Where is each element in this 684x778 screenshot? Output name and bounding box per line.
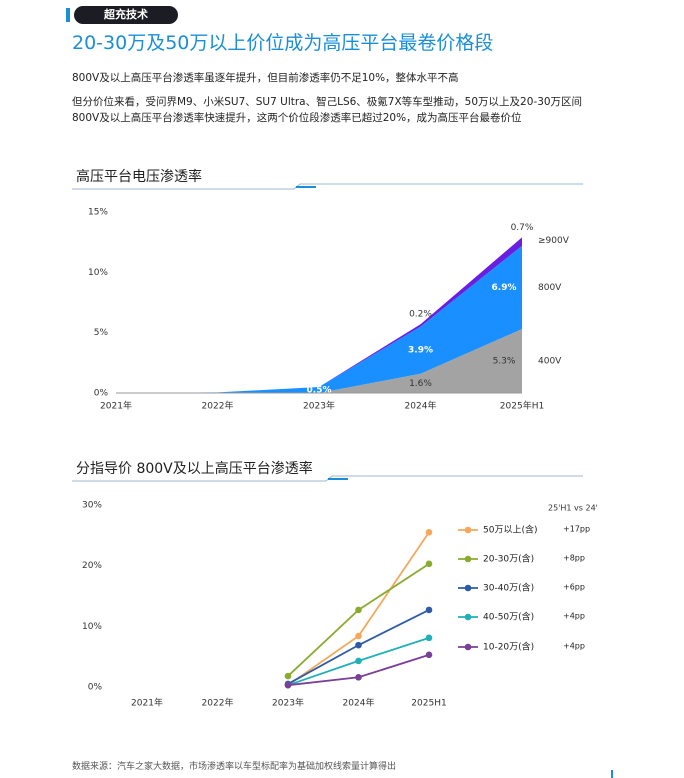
legend-label: 10-20万(含) (483, 641, 534, 653)
area (116, 245, 522, 393)
legend-marker (464, 643, 472, 651)
data-label: 6.9% (492, 283, 517, 293)
data-label: 0.2% (409, 310, 432, 320)
x-tick-label: 2022年 (202, 400, 234, 412)
x-tick-label: 2021年 (100, 400, 132, 412)
series-change: +4pp (563, 612, 585, 621)
legend-marker (464, 526, 472, 534)
series-change: +17pp (563, 525, 590, 534)
section-tag: 超充技术 (74, 6, 178, 24)
page-title: 20-30万及50万以上价位成为高压平台最卷价格段 (72, 32, 494, 54)
y-tick-label: 0% (94, 389, 109, 399)
data-point (425, 606, 433, 614)
legend-label: 30-40万(含) (483, 582, 534, 594)
series-label: 400V (538, 357, 562, 367)
tag-accent (66, 8, 70, 22)
legend-title: 25'H1 vs 24' (548, 504, 598, 513)
legend-marker (464, 584, 472, 592)
x-tick-label: 2024年 (405, 400, 437, 412)
legend-marker (464, 555, 472, 563)
series-change: +4pp (563, 642, 585, 651)
x-tick-label: 2023年 (272, 697, 304, 709)
legend-label: 20-30万(含) (483, 553, 534, 565)
y-tick-label: 10% (82, 622, 102, 632)
data-label: 5.3% (493, 357, 516, 367)
source-note: 数据来源：汽车之家大数据，市场渗透率以车型标配率为基础加权线索量计算得出 (72, 762, 397, 772)
data-point (355, 657, 362, 665)
data-point (355, 606, 362, 614)
y-tick-label: 30% (82, 501, 102, 511)
legend-label: 40-50万(含) (483, 611, 534, 623)
x-tick-label: 2022年 (202, 697, 234, 709)
area (116, 329, 522, 393)
y-tick-label: 10% (88, 268, 108, 278)
x-tick-label: 2023年 (303, 400, 335, 412)
y-tick-label: 5% (94, 328, 109, 338)
series-change: +8pp (563, 554, 585, 563)
series-label: 800V (538, 283, 562, 293)
data-point (425, 529, 433, 536)
data-point (284, 672, 292, 680)
y-tick-label: 0% (88, 683, 103, 693)
paragraph: 800V及以上高压平台渗透率虽逐年提升，但目前渗透率仍不足10%，整体水平不高 (72, 72, 459, 84)
y-tick-label: 15% (88, 208, 108, 218)
legend-marker (464, 613, 472, 621)
legend-label: 50万以上(含) (483, 524, 537, 536)
paragraph: 但分价位来看，受问界M9、小米SU7、SU7 Ultra、智己LS6、极氪7X等… (72, 96, 583, 124)
y-tick-label: 20% (82, 561, 102, 571)
chart-title: 高压平台电压渗透率 (76, 168, 202, 185)
data-label: 1.6% (409, 379, 432, 389)
data-label: 0.5% (307, 385, 332, 395)
data-point (355, 641, 362, 649)
data-label: 0.7% (511, 223, 534, 233)
data-point (425, 560, 433, 568)
data-point (355, 632, 362, 640)
data-point (425, 634, 433, 642)
x-tick-label: 2025H1 (411, 699, 446, 709)
x-tick-label: 2024年 (343, 697, 375, 709)
data-label: 3.9% (408, 346, 433, 356)
data-point (284, 681, 292, 689)
data-point (425, 651, 433, 659)
section-rule (72, 183, 613, 778)
series-change: +6pp (563, 583, 585, 592)
series-label: ≥900V (538, 236, 570, 246)
chart-title: 分指导价 800V及以上高压平台渗透率 (76, 460, 313, 477)
data-point (355, 673, 362, 681)
x-tick-label: 2025年H1 (500, 400, 544, 412)
x-tick-label: 2021年 (131, 697, 163, 709)
